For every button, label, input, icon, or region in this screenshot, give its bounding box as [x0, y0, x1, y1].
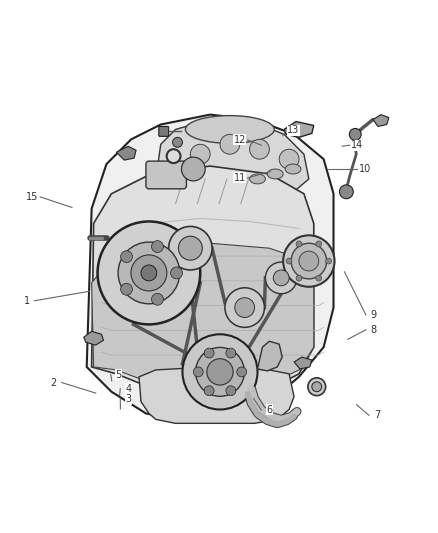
Text: 3: 3 [125, 394, 131, 405]
Circle shape [316, 241, 321, 247]
Ellipse shape [185, 116, 274, 143]
Circle shape [291, 243, 327, 279]
Circle shape [193, 367, 203, 377]
Circle shape [316, 275, 321, 281]
Circle shape [273, 270, 289, 286]
FancyBboxPatch shape [159, 126, 169, 136]
Circle shape [279, 149, 299, 169]
Polygon shape [92, 243, 314, 394]
Text: 8: 8 [371, 325, 377, 335]
Circle shape [250, 139, 269, 159]
Circle shape [169, 227, 212, 270]
Circle shape [204, 386, 214, 395]
Circle shape [181, 157, 205, 181]
Circle shape [265, 262, 297, 294]
Circle shape [207, 359, 233, 385]
Circle shape [237, 367, 247, 377]
Circle shape [183, 334, 258, 409]
FancyBboxPatch shape [146, 161, 187, 189]
Circle shape [98, 222, 200, 325]
Circle shape [220, 134, 240, 154]
Polygon shape [139, 367, 294, 423]
Circle shape [226, 348, 236, 358]
Ellipse shape [250, 174, 265, 184]
Text: 14: 14 [351, 140, 364, 150]
Text: 4: 4 [125, 384, 131, 394]
Text: 1: 1 [24, 296, 30, 306]
Circle shape [120, 251, 132, 263]
Circle shape [204, 348, 214, 358]
Circle shape [120, 283, 132, 295]
Circle shape [118, 242, 180, 304]
Text: 7: 7 [374, 410, 380, 420]
Polygon shape [294, 357, 312, 369]
Circle shape [191, 144, 210, 164]
Text: 2: 2 [51, 377, 57, 387]
Circle shape [296, 275, 302, 281]
Circle shape [283, 236, 335, 287]
Polygon shape [373, 115, 389, 126]
Circle shape [178, 236, 202, 260]
Circle shape [339, 185, 353, 199]
Circle shape [235, 297, 254, 318]
Circle shape [312, 382, 321, 392]
Circle shape [296, 241, 302, 247]
Circle shape [167, 149, 180, 163]
Circle shape [152, 240, 163, 253]
Ellipse shape [267, 169, 283, 179]
Polygon shape [258, 341, 282, 371]
Text: 13: 13 [287, 125, 300, 135]
Ellipse shape [285, 164, 301, 174]
Text: 15: 15 [26, 192, 39, 202]
Polygon shape [284, 122, 314, 138]
Polygon shape [117, 146, 136, 160]
Text: 5: 5 [116, 369, 122, 379]
Polygon shape [87, 115, 333, 422]
Circle shape [286, 258, 292, 264]
Circle shape [226, 386, 236, 395]
Text: 6: 6 [266, 405, 272, 415]
Text: 10: 10 [359, 164, 371, 174]
Circle shape [350, 128, 361, 140]
Circle shape [225, 288, 265, 327]
Polygon shape [84, 332, 103, 345]
Circle shape [141, 265, 157, 281]
Text: 9: 9 [371, 310, 377, 320]
Circle shape [131, 255, 167, 291]
Circle shape [299, 251, 319, 271]
Circle shape [325, 258, 332, 264]
Text: 12: 12 [233, 135, 246, 145]
Polygon shape [156, 119, 309, 206]
Circle shape [173, 138, 183, 147]
Circle shape [152, 293, 163, 305]
Circle shape [196, 348, 244, 397]
Circle shape [171, 267, 183, 279]
Circle shape [308, 378, 325, 395]
Polygon shape [92, 166, 314, 399]
Text: 11: 11 [233, 173, 246, 183]
